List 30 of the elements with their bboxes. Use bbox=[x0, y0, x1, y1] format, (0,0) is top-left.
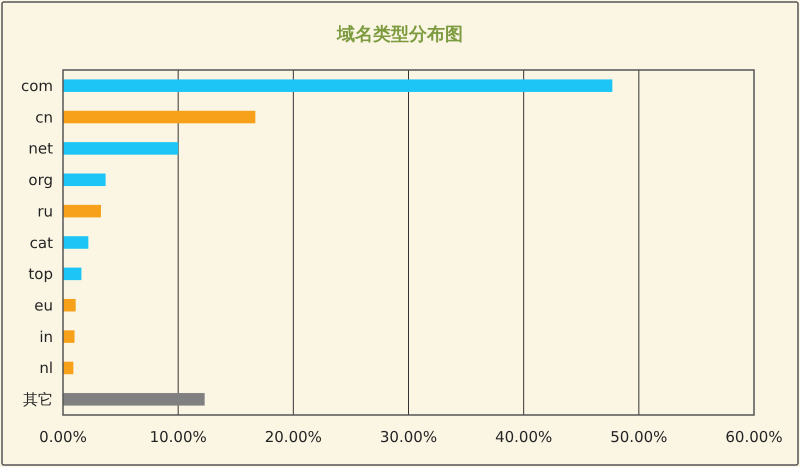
chart-title: 域名类型分布图 bbox=[336, 24, 463, 45]
y-tick-label: 其它 bbox=[23, 390, 53, 409]
x-tick-label: 0.00% bbox=[39, 428, 87, 446]
x-tick-label: 60.00% bbox=[725, 428, 783, 446]
x-tick-label: 40.00% bbox=[495, 428, 552, 446]
bar bbox=[63, 268, 82, 280]
y-tick-label: eu bbox=[34, 296, 53, 314]
y-tick-label: cat bbox=[30, 234, 54, 252]
bar bbox=[63, 204, 102, 218]
bar bbox=[63, 236, 88, 249]
y-tick-label: top bbox=[28, 265, 53, 284]
bar bbox=[63, 393, 205, 406]
bar bbox=[63, 362, 74, 374]
x-tick-label: 50.00% bbox=[610, 428, 668, 446]
bar bbox=[63, 174, 106, 186]
y-tick-label: org bbox=[28, 171, 53, 190]
x-tick-label: 20.00% bbox=[264, 428, 322, 446]
bar bbox=[63, 110, 256, 124]
bar bbox=[63, 330, 75, 343]
y-tick-label: cn bbox=[35, 108, 53, 126]
y-tick-label: nl bbox=[39, 359, 53, 378]
x-tick-label: 10.00% bbox=[150, 428, 207, 446]
bar bbox=[63, 298, 76, 312]
y-tick-label: net bbox=[28, 140, 54, 158]
y-tick-label: ru bbox=[37, 202, 53, 220]
bar bbox=[63, 79, 612, 92]
y-tick-label: com bbox=[20, 76, 53, 95]
y-tick-label: in bbox=[39, 328, 53, 346]
bar bbox=[63, 142, 178, 155]
x-tick-label: 30.00% bbox=[380, 428, 438, 446]
